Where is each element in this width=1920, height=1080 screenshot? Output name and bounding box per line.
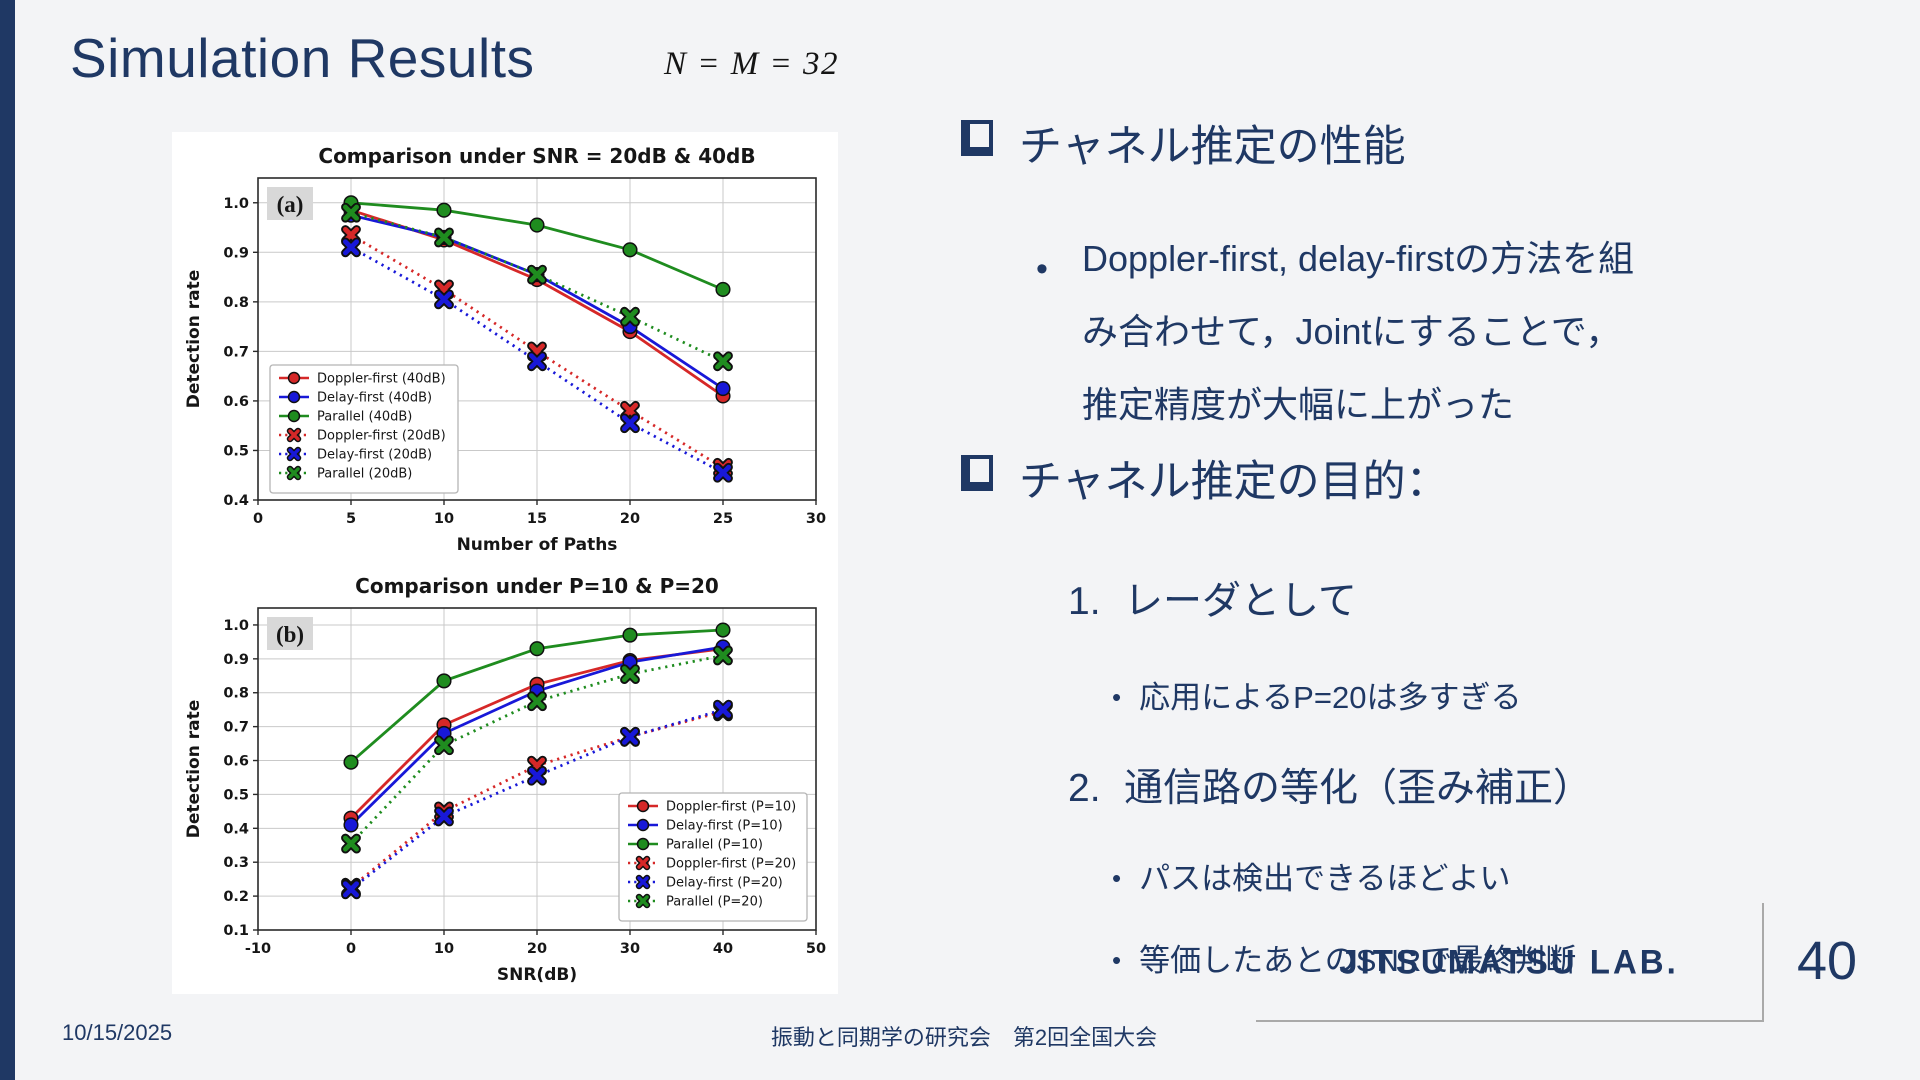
svg-text:Doppler-first (20dB): Doppler-first (20dB) bbox=[317, 429, 446, 444]
sub-bullet: • 等価したあとのSNRで最終判断 bbox=[1112, 935, 1576, 980]
svg-text:0.7: 0.7 bbox=[223, 720, 249, 736]
svg-text:Parallel (20dB): Parallel (20dB) bbox=[317, 467, 412, 482]
bullet-item-performance: チャネル推定の性能 bbox=[961, 112, 1406, 174]
svg-text:0.2: 0.2 bbox=[223, 889, 249, 905]
detail-line: み合わせて，Jointにすることで， bbox=[1082, 311, 1622, 352]
bullet-dot-icon: • bbox=[1112, 863, 1122, 893]
svg-text:Doppler-first (40dB): Doppler-first (40dB) bbox=[317, 372, 446, 387]
svg-text:0.5: 0.5 bbox=[223, 443, 249, 459]
svg-text:10: 10 bbox=[434, 941, 454, 957]
bullet-item-purpose: チャネル推定の目的： bbox=[961, 447, 1449, 509]
svg-text:Delay-first (40dB): Delay-first (40dB) bbox=[317, 391, 432, 406]
left-accent-bar bbox=[0, 0, 15, 1080]
sub-bullet-text: パスは検出できるほどよい bbox=[1139, 861, 1511, 896]
svg-text:SNR(dB): SNR(dB) bbox=[497, 965, 577, 985]
svg-text:Doppler-first (P=20): Doppler-first (P=20) bbox=[666, 857, 796, 872]
svg-text:Parallel (P=20): Parallel (P=20) bbox=[666, 895, 763, 910]
bullet-label: チャネル推定の目的： bbox=[1019, 458, 1449, 506]
charts-panel: 0 5 10 15 20 25 30 0.4 0.5 0.6 0.7 0.8 0.9 1.0 Compari… bbox=[172, 132, 838, 994]
svg-text:0: 0 bbox=[346, 941, 356, 957]
bullet-dot-icon: • bbox=[1036, 250, 1048, 288]
svg-text:15: 15 bbox=[527, 511, 547, 527]
svg-text:(a): (a) bbox=[277, 192, 304, 217]
svg-text:0.9: 0.9 bbox=[223, 245, 249, 261]
svg-text:Delay-first (P=10): Delay-first (P=10) bbox=[666, 819, 783, 834]
svg-text:Comparison under P=10 & P=20: Comparison under P=10 & P=20 bbox=[355, 574, 719, 598]
bullet-dot-icon: • bbox=[1112, 682, 1122, 712]
svg-text:0.7: 0.7 bbox=[223, 344, 249, 360]
sub-bullet-text: 等価したあとのSNRで最終判断 bbox=[1139, 943, 1577, 978]
square-bullet-icon bbox=[961, 455, 993, 491]
svg-text:Detection rate: Detection rate bbox=[184, 270, 204, 409]
sub-bullet: • パスは検出できるほどよい bbox=[1112, 853, 1511, 898]
detail-line: Doppler-first, delay-firstの方法を組 bbox=[1082, 238, 1635, 279]
sub-bullet: • 応用によるP=20は多すぎる bbox=[1112, 672, 1521, 717]
svg-text:20: 20 bbox=[527, 941, 547, 957]
numbered-item-radar: 1. レーダとして bbox=[1068, 570, 1357, 626]
svg-text:-10: -10 bbox=[245, 941, 271, 957]
svg-text:0.4: 0.4 bbox=[223, 821, 249, 837]
svg-text:Doppler-first (P=10): Doppler-first (P=10) bbox=[666, 800, 796, 815]
svg-text:1.0: 1.0 bbox=[223, 618, 249, 634]
svg-text:0.8: 0.8 bbox=[223, 295, 249, 311]
item-number: 2. bbox=[1068, 767, 1101, 810]
svg-text:0.4: 0.4 bbox=[223, 493, 249, 509]
svg-text:Parallel (40dB): Parallel (40dB) bbox=[317, 410, 412, 425]
svg-text:30: 30 bbox=[806, 511, 826, 527]
footer-center-text: 振動と同期学の研究会 第2回全国大会 bbox=[770, 1025, 1158, 1050]
svg-text:Number of Paths: Number of Paths bbox=[457, 535, 618, 555]
svg-text:0.1: 0.1 bbox=[223, 923, 249, 939]
page-title: Simulation Results bbox=[70, 27, 535, 89]
formula: N = M = 32 bbox=[664, 46, 840, 82]
bullet-label: チャネル推定の性能 bbox=[1019, 123, 1406, 171]
svg-text:20: 20 bbox=[620, 511, 640, 527]
page-number: 40 bbox=[1796, 931, 1858, 991]
item-label: 通信路の等化（歪み補正） bbox=[1124, 767, 1593, 810]
svg-text:Parallel (P=10): Parallel (P=10) bbox=[666, 838, 763, 853]
svg-text:0.3: 0.3 bbox=[223, 855, 249, 871]
lab-logo: JITSUMATSU LAB. bbox=[1339, 941, 1679, 981]
sub-bullet-text: 応用によるP=20は多すぎる bbox=[1139, 680, 1522, 715]
svg-text:0.8: 0.8 bbox=[223, 686, 249, 702]
svg-text:Detection rate: Detection rate bbox=[184, 700, 204, 839]
svg-text:40: 40 bbox=[713, 941, 733, 957]
svg-text:25: 25 bbox=[713, 511, 733, 527]
bullet-dot-icon: • bbox=[1112, 945, 1122, 975]
item-number: 1. bbox=[1068, 580, 1101, 623]
svg-text:0.6: 0.6 bbox=[223, 754, 249, 770]
numbered-item-equalization: 2. 通信路の等化（歪み補正） bbox=[1068, 757, 1592, 813]
svg-text:0.6: 0.6 bbox=[223, 394, 249, 410]
chart-comparison-paths: -10 0 10 20 30 40 50 0.1 0.2 0.3 0.4 0.5 0.6 0.7 0.8 0.… bbox=[172, 562, 838, 992]
svg-text:0.5: 0.5 bbox=[223, 787, 249, 803]
svg-text:Comparison under SNR = 20dB &: Comparison under SNR = 20dB & 40dB bbox=[318, 144, 755, 168]
svg-text:30: 30 bbox=[620, 941, 640, 957]
item-label: レーダとして bbox=[1124, 580, 1357, 623]
svg-text:Delay-first (20dB): Delay-first (20dB) bbox=[317, 448, 432, 463]
svg-text:5: 5 bbox=[346, 511, 356, 527]
footer-divider: JITSUMATSU LAB. bbox=[1256, 903, 1764, 1022]
footer-date: 10/15/2025 bbox=[62, 1020, 173, 1045]
square-bullet-icon bbox=[961, 120, 993, 156]
svg-text:10: 10 bbox=[434, 511, 454, 527]
svg-text:50: 50 bbox=[806, 941, 826, 957]
chart-comparison-snr: 0 5 10 15 20 25 30 0.4 0.5 0.6 0.7 0.8 0.9 1.0 Compari… bbox=[172, 132, 838, 562]
svg-text:1.0: 1.0 bbox=[223, 196, 249, 212]
svg-text:Delay-first (P=20): Delay-first (P=20) bbox=[666, 876, 783, 891]
bullet-detail-text: Doppler-first, delay-firstの方法を組 み合わせて，Jo… bbox=[1082, 222, 1634, 441]
svg-text:0: 0 bbox=[253, 511, 263, 527]
svg-text:0.9: 0.9 bbox=[223, 652, 249, 668]
svg-text:(b): (b) bbox=[276, 622, 304, 647]
detail-line: 推定精度が大幅に上がった bbox=[1082, 384, 1515, 425]
